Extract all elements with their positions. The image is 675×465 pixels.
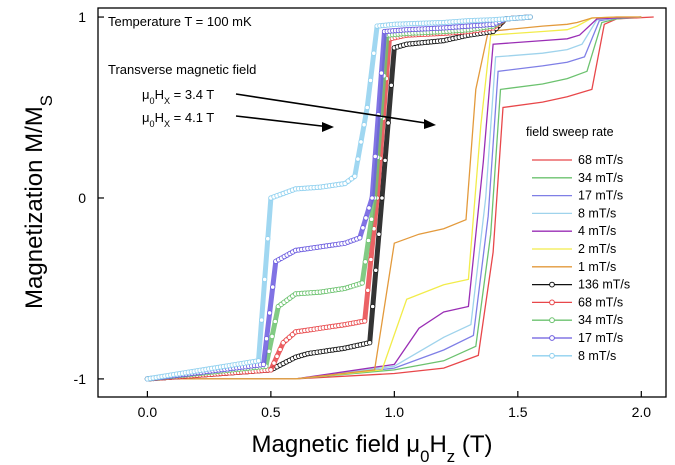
- data-point: [367, 77, 374, 84]
- data-point: [369, 195, 375, 201]
- legend-label: 34 mT/s: [578, 171, 623, 185]
- data-point: [255, 358, 262, 364]
- y-axis-title: Magnetization M/MS: [21, 95, 56, 309]
- data-point: [376, 231, 382, 237]
- data-point: [385, 120, 391, 126]
- series-8-mT-s-hx41: [144, 14, 533, 382]
- legend-item: 34 mT/s: [532, 313, 623, 327]
- legend-item: 136 mT/s: [532, 278, 630, 292]
- x-tick-label: 0.0: [138, 404, 158, 420]
- series-17-mT-s-hx34: [147, 16, 642, 380]
- temperature-annotation: Temperature T = 100 mK: [108, 14, 252, 29]
- hx-label-2: μ0HX = 4.1 T: [142, 110, 214, 129]
- legend-label: 68 mT/s: [578, 153, 623, 167]
- legend-marker: [549, 317, 555, 324]
- data-point: [360, 225, 366, 231]
- plot-frame: [97, 7, 667, 398]
- data-point: [268, 367, 274, 373]
- data-point: [274, 353, 280, 359]
- data-point: [367, 340, 373, 346]
- data-point: [355, 156, 361, 162]
- series-68-mT-s-hx34: [147, 16, 654, 380]
- data-point: [258, 317, 265, 323]
- legend-title: field sweep rate: [526, 125, 614, 139]
- data-point: [362, 318, 368, 324]
- legend-item: 68 mT/s: [532, 153, 623, 167]
- legend-label: 1 mT/s: [578, 260, 616, 274]
- data-point: [372, 153, 378, 159]
- data-point: [371, 50, 377, 56]
- legend-marker: [549, 299, 555, 306]
- data-point: [272, 318, 278, 325]
- data-point: [373, 267, 379, 273]
- x-tick-label: 0.5: [261, 404, 281, 420]
- annotation-arrows: [235, 93, 436, 132]
- legend-item: 34 mT/s: [532, 171, 623, 185]
- legend-label: 8 mT/s: [578, 206, 616, 220]
- data-point: [368, 216, 375, 222]
- data-point: [363, 215, 369, 221]
- legend-label: 136 mT/s: [578, 278, 630, 292]
- data-point: [388, 82, 394, 88]
- x-axis-title: Magnetic field μ0Hz (T): [252, 431, 493, 465]
- legend-item: 1 mT/s: [532, 260, 616, 274]
- x-tick-label: 1.5: [508, 404, 528, 420]
- series-1-mT-s-hx34: [147, 16, 642, 380]
- legend-item: 8 mT/s: [532, 206, 616, 220]
- data-point: [352, 173, 358, 179]
- legend-marker: [549, 335, 555, 341]
- data-point: [265, 236, 271, 242]
- x-tick-label: 2.0: [632, 404, 652, 420]
- data-point: [370, 303, 376, 310]
- hx-label-1: μ0HX = 3.4 T: [142, 87, 214, 106]
- legend-item: 2 mT/s: [532, 242, 616, 256]
- data-point: [379, 195, 385, 201]
- legend-label: 68 mT/s: [578, 295, 623, 309]
- legend-item: 17 mT/s: [532, 331, 623, 345]
- legend-label: 8 mT/s: [578, 349, 616, 363]
- data-point: [358, 139, 364, 145]
- data-point: [263, 336, 270, 342]
- transverse-field-title: Transverse magnetic field: [108, 62, 256, 77]
- data-point: [365, 237, 371, 244]
- legend-marker: [549, 352, 555, 359]
- series-4-mT-s-hx34: [147, 16, 642, 380]
- legend-label: 4 mT/s: [578, 224, 616, 238]
- data-point: [260, 361, 267, 367]
- data-point: [271, 360, 277, 366]
- data-point: [270, 284, 276, 290]
- legend-label: 17 mT/s: [578, 189, 623, 203]
- data-point: [269, 333, 275, 339]
- y-tick-label: -1: [74, 371, 87, 387]
- legend-label: 2 mT/s: [578, 242, 616, 256]
- series-34-mT-s-hx34: [147, 16, 642, 380]
- data-point: [266, 310, 273, 316]
- data-point: [378, 70, 384, 76]
- data-point: [364, 104, 370, 111]
- data-point: [277, 346, 283, 353]
- data-point: [368, 256, 374, 263]
- legend-label: 34 mT/s: [578, 313, 623, 327]
- series-8-mT-s-hx34: [147, 16, 642, 380]
- legend-label: 17 mT/s: [578, 331, 623, 345]
- data-point: [357, 235, 363, 241]
- legend-item: 17 mT/s: [532, 189, 623, 203]
- data-point: [382, 157, 388, 163]
- y-tick-label: 1: [78, 9, 86, 25]
- data-point: [527, 14, 533, 20]
- data-point: [365, 287, 371, 293]
- legend-item: 8 mT/s: [532, 349, 616, 363]
- data-point: [362, 259, 368, 265]
- x-tick-label: 1.0: [385, 404, 405, 420]
- data-point: [359, 280, 365, 286]
- legend-marker: [549, 281, 555, 288]
- legend-item: 4 mT/s: [532, 224, 616, 238]
- legend-item: 68 mT/s: [532, 295, 623, 309]
- data-point: [262, 276, 268, 282]
- data-point: [361, 122, 367, 128]
- y-tick-label: 0: [78, 190, 86, 206]
- data-point: [366, 205, 372, 211]
